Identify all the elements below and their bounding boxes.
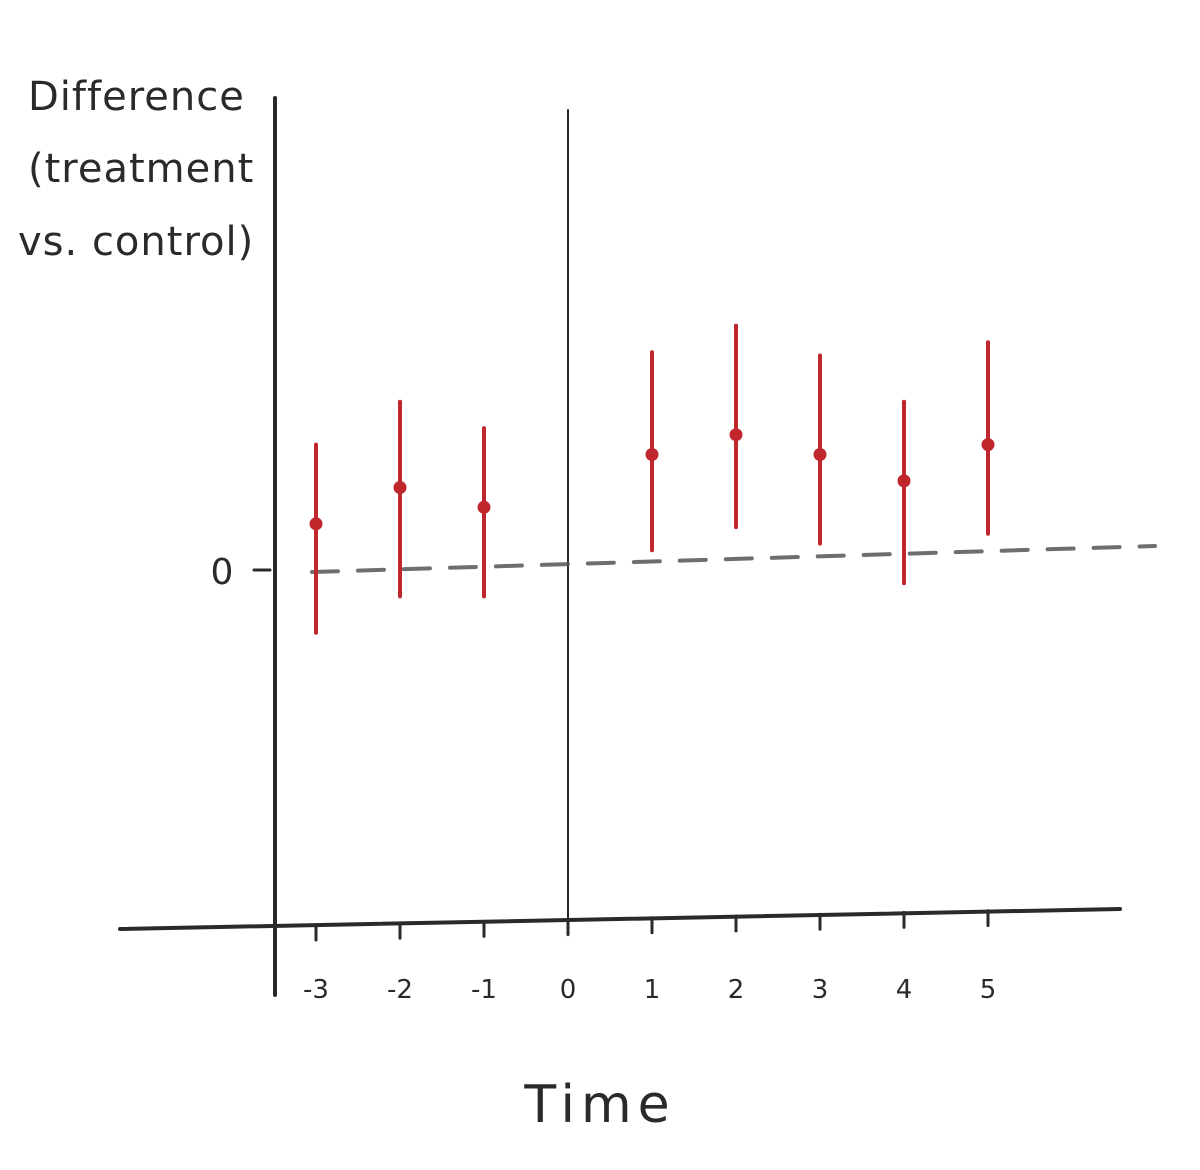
x-tick-label: 4 <box>896 975 913 1005</box>
point-estimate <box>309 517 323 531</box>
point-estimate <box>477 500 491 514</box>
x-tick-label: 3 <box>812 975 829 1005</box>
point-estimate <box>393 481 407 494</box>
x-axis-line <box>118 907 1122 931</box>
x-axis-label: Time <box>523 1075 675 1135</box>
x-tick-label: -2 <box>387 975 413 1005</box>
zero-reference-layer <box>310 544 1157 574</box>
point-estimate <box>981 438 995 452</box>
estimates-layer <box>309 323 995 635</box>
x-tick-label: 5 <box>980 975 997 1005</box>
y-axis-label-line-3: vs. control) <box>18 219 254 265</box>
x-tick-label: -3 <box>303 975 329 1005</box>
point-estimate <box>813 448 827 461</box>
x-tick-label: -1 <box>471 975 497 1005</box>
point-estimate <box>645 448 659 461</box>
x-ticks-layer: -3 -2 -1 0 1 2 3 4 5 <box>303 909 997 1005</box>
x-tick-label: 2 <box>728 975 745 1005</box>
y-tick-label-zero: 0 <box>211 552 234 593</box>
x-tick-label: 0 <box>560 975 577 1005</box>
y-axis-label-line-2: (treatment <box>28 146 254 192</box>
zero-reference-line <box>310 544 1157 574</box>
x-tick-label: 1 <box>644 975 661 1005</box>
point-estimate <box>729 428 743 442</box>
y-axis-label-line-1: Difference <box>28 74 245 120</box>
axes-layer <box>118 96 1122 997</box>
point-estimate <box>897 474 911 488</box>
